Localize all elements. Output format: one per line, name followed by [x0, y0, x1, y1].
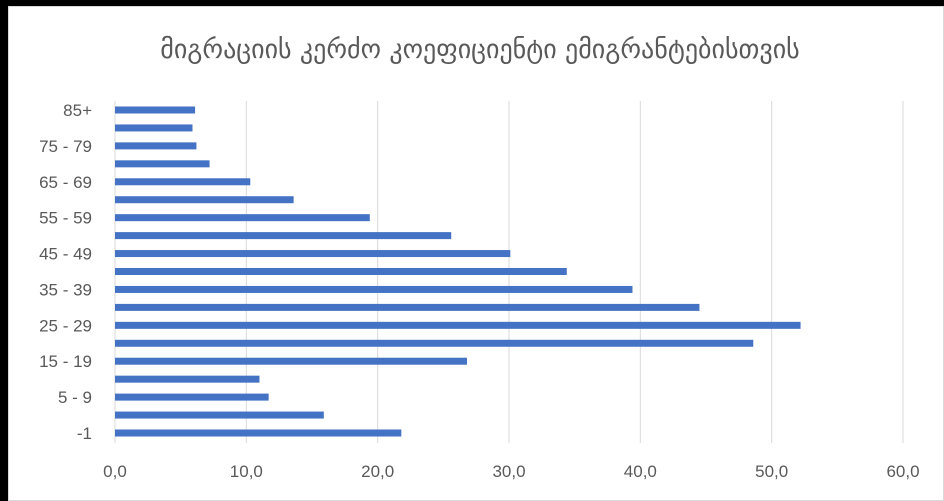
bar [115, 303, 700, 311]
bar [115, 321, 801, 329]
bar [115, 429, 402, 437]
y-tick-label: 45 - 49 [39, 245, 92, 264]
bar [115, 375, 260, 383]
y-tick-label: 35 - 39 [39, 280, 92, 299]
y-axis-ticks: -1 5 - 9 15 - 19 25 - 29 35 - 39 45 - 49 55 - … [39, 101, 92, 443]
bar [115, 214, 370, 222]
bar [115, 357, 467, 365]
bar [115, 393, 269, 401]
y-tick-label: 25 - 29 [39, 316, 92, 335]
bar [115, 178, 251, 186]
x-tick-label: 10,0 [230, 462, 263, 481]
x-tick-label: 0,0 [103, 462, 127, 481]
bar [115, 196, 294, 204]
x-tick-label: 60,0 [886, 462, 919, 481]
bars [115, 106, 801, 437]
bar [115, 250, 511, 258]
gridlines [114, 101, 904, 443]
bar [115, 339, 754, 347]
y-tick-label: 75 - 79 [39, 137, 92, 156]
x-tick-label: 40,0 [624, 462, 657, 481]
x-tick-label: 20,0 [361, 462, 394, 481]
y-tick-label: -1 [77, 424, 92, 443]
bar [115, 411, 324, 419]
y-tick-label: 15 - 19 [39, 352, 92, 371]
bar [115, 124, 193, 132]
chart-title: მიგრაციის კერძო კოეფიციენტი ემიგრანტების… [160, 35, 800, 65]
bar [115, 142, 197, 150]
y-tick-label: 5 - 9 [58, 388, 92, 407]
x-axis-ticks: 0,0 10,0 20,0 30,0 40,0 50,0 60,0 [103, 462, 919, 481]
y-tick-label: 65 - 69 [39, 173, 92, 192]
bar [115, 160, 210, 168]
bar [115, 232, 452, 240]
x-tick-label: 50,0 [755, 462, 788, 481]
bar [115, 268, 567, 275]
bar [115, 285, 633, 293]
y-tick-label: 55 - 59 [39, 209, 92, 228]
bar [115, 106, 196, 114]
x-tick-label: 30,0 [492, 462, 525, 481]
y-tick-label: 85+ [63, 101, 92, 120]
